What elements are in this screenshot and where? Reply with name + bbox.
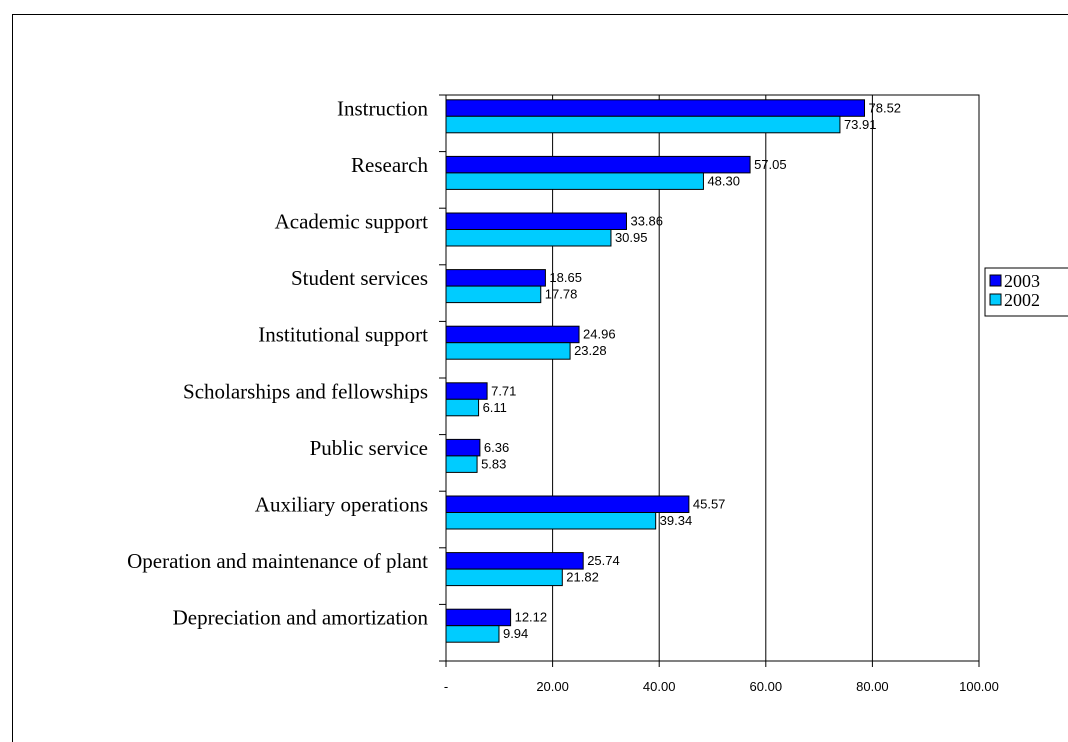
data-label: 23.28 [574, 343, 607, 358]
bar-2003 [445, 325, 580, 344]
legend-label: 2003 [1004, 271, 1040, 291]
data-label: 12.12 [515, 610, 548, 625]
data-label: 17.78 [545, 287, 578, 302]
category-label: Institutional support [258, 323, 428, 347]
data-label: 73.91 [844, 117, 877, 132]
data-label: 24.96 [583, 327, 616, 342]
bar-2002 [445, 625, 500, 643]
bar-2003 [445, 155, 751, 174]
bar-2003 [445, 438, 481, 457]
chart-frame [12, 14, 1068, 742]
data-label: 45.57 [693, 497, 726, 512]
category-label: Operation and maintenance of plant [127, 549, 428, 573]
data-label: 48.30 [707, 173, 740, 188]
data-label: 18.65 [549, 270, 582, 285]
bar-2002 [445, 172, 704, 190]
bar-2002 [445, 398, 480, 417]
data-label: 6.11 [483, 400, 507, 415]
data-label: 25.74 [587, 553, 620, 568]
x-tick-label: 100.00 [959, 679, 999, 694]
bar-2002 [445, 285, 542, 304]
data-label: 78.52 [869, 100, 902, 115]
bar-2003 [445, 495, 690, 513]
data-label: 5.83 [481, 456, 506, 471]
data-label: 33.86 [630, 214, 663, 229]
category-label: Academic support [275, 210, 429, 234]
category-label: Scholarships and fellowships [183, 379, 428, 403]
x-tick-label: 80.00 [856, 679, 889, 694]
data-label: 39.34 [660, 513, 693, 528]
x-tick-label: 60.00 [750, 679, 783, 694]
category-label: Instruction [337, 96, 428, 120]
category-label: Student services [291, 266, 428, 290]
bar-2002 [445, 342, 571, 360]
bar-2003 [445, 382, 488, 400]
bar-2002 [445, 512, 657, 530]
data-label: 57.05 [754, 157, 787, 172]
bar-2003 [445, 99, 866, 117]
bar-2003 [445, 552, 584, 570]
bar-2002 [445, 229, 612, 247]
category-label: Auxiliary operations [255, 493, 428, 517]
category-label: Depreciation and amortization [173, 606, 429, 630]
legend-swatch [989, 293, 1002, 306]
x-tick-label: - [444, 679, 448, 694]
data-label: 30.95 [615, 230, 648, 245]
category-label: Public service [310, 436, 428, 460]
data-label: 9.94 [503, 626, 528, 641]
legend-label: 2002 [1004, 290, 1040, 310]
bar-2003 [445, 212, 627, 230]
legend-swatch [989, 274, 1002, 287]
data-label: 7.71 [491, 383, 516, 398]
bar-2003 [445, 608, 512, 627]
bar-2002 [445, 115, 841, 134]
data-label: 6.36 [484, 440, 509, 455]
data-label: 21.82 [566, 570, 599, 585]
x-tick-label: 40.00 [643, 679, 676, 694]
bar-2003 [445, 269, 546, 287]
x-tick-label: 20.00 [536, 679, 569, 694]
category-label: Research [351, 153, 428, 177]
bar-2002 [445, 568, 563, 587]
bar-2002 [445, 455, 478, 473]
